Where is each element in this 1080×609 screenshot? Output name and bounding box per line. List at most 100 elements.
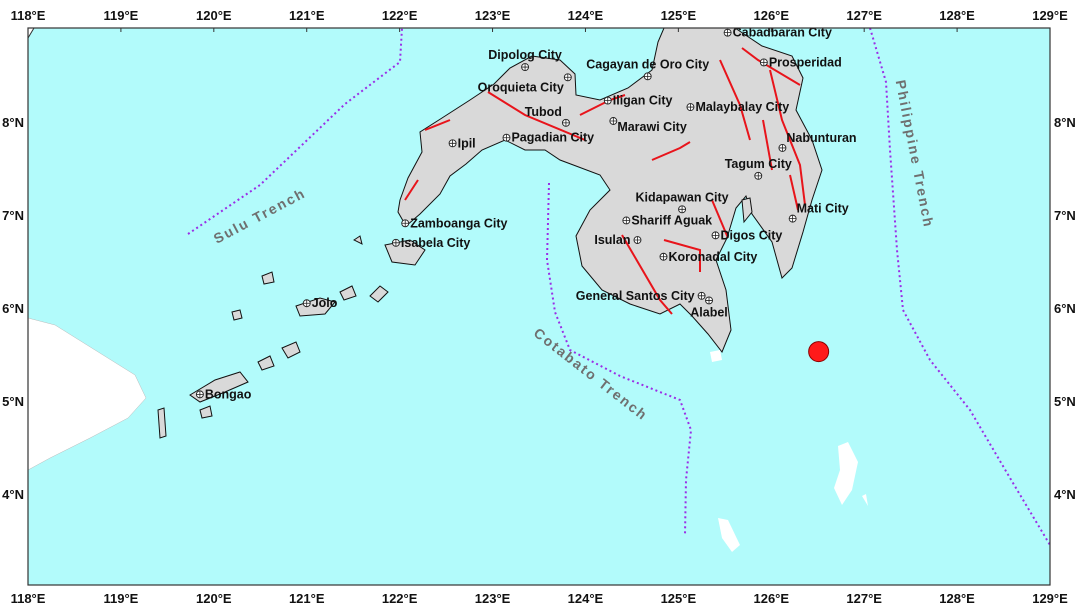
city-label: Iligan City bbox=[613, 94, 673, 108]
city-zamboanga-city: Zamboanga City bbox=[401, 216, 507, 230]
city-label: Nabunturan bbox=[786, 131, 856, 145]
southern-islands bbox=[710, 350, 868, 552]
city-marker-icon bbox=[778, 144, 787, 152]
city-marker-icon bbox=[622, 216, 631, 225]
lon-tick-label-bottom: 127°E bbox=[846, 591, 882, 606]
city-jolo: Jolo bbox=[302, 296, 338, 310]
lon-tick-label-top: 120°E bbox=[196, 8, 232, 23]
city-mati-city: Mati City bbox=[788, 202, 849, 223]
city-label: Kidapawan City bbox=[636, 190, 729, 204]
city-label: Isulan bbox=[594, 233, 630, 247]
city-koronadal-city: Koronadal City bbox=[659, 250, 757, 264]
lat-tick-label-right: 5°N bbox=[1054, 394, 1076, 409]
epicenter bbox=[808, 341, 830, 363]
lon-tick-label-bottom: 129°E bbox=[1032, 591, 1068, 606]
city-nabunturan: Nabunturan bbox=[778, 131, 857, 152]
city-label: Ipil bbox=[458, 136, 476, 150]
city-pagadian-city: Pagadian City bbox=[502, 131, 594, 145]
lat-tick-label-right: 6°N bbox=[1054, 301, 1076, 316]
lon-tick-label-top: 119°E bbox=[103, 8, 138, 23]
lon-tick-label-bottom: 123°E bbox=[475, 591, 511, 606]
samal-island bbox=[741, 197, 753, 224]
lat-tick-label-right: 8°N bbox=[1054, 115, 1076, 130]
city-label: Prosperidad bbox=[769, 55, 842, 69]
city-iligan-city: Iligan City bbox=[603, 94, 673, 108]
lat-tick-label-right: 4°N bbox=[1054, 487, 1076, 502]
city-marker-icon bbox=[705, 296, 713, 305]
lon-tick-label-top: 125°E bbox=[661, 8, 697, 23]
city-marker-icon bbox=[759, 58, 768, 67]
city-tubod: Tubod bbox=[525, 105, 570, 127]
city-malaybalay-city: Malaybalay City bbox=[686, 100, 789, 114]
lon-tick-label-bottom: 122°E bbox=[382, 591, 418, 606]
city-label: Cagayan de Oro City bbox=[586, 57, 709, 71]
trench-lines bbox=[187, 28, 1050, 546]
city-alabel: Alabel bbox=[690, 296, 728, 319]
lat-tick-label-left: 8°N bbox=[2, 115, 24, 130]
city-isulan: Isulan bbox=[594, 233, 642, 247]
lat-tick-label-left: 7°N bbox=[2, 208, 24, 223]
city-marker-icon bbox=[633, 236, 642, 244]
fault-lines bbox=[404, 47, 806, 315]
city-marker-icon bbox=[521, 63, 530, 72]
city-marker-icon bbox=[643, 72, 652, 81]
city-marker-icon bbox=[502, 133, 511, 142]
lon-tick-label-bottom: 118°E bbox=[11, 591, 46, 606]
city-marker-icon bbox=[659, 252, 668, 261]
city-digos-city: Digos City bbox=[711, 228, 782, 242]
city-marker-icon bbox=[401, 219, 410, 228]
sulu-archipelago bbox=[157, 235, 389, 439]
lon-tick-label-top: 121°E bbox=[289, 8, 325, 23]
city-dipolog-city: Dipolog City bbox=[488, 48, 562, 72]
city-ipil: Ipil bbox=[448, 136, 476, 150]
city-label: Mati City bbox=[797, 202, 849, 216]
city-shariff-aguak: Shariff Aguak bbox=[622, 213, 712, 227]
lon-tick-label-top: 126°E bbox=[753, 8, 789, 23]
city-label: Koronadal City bbox=[668, 250, 757, 264]
city-label: Jolo bbox=[312, 296, 338, 310]
city-marker-icon bbox=[391, 238, 400, 247]
city-label: Malaybalay City bbox=[695, 100, 789, 114]
city-marker-icon bbox=[561, 118, 570, 127]
city-cagayan-de-oro-city: Cagayan de Oro City bbox=[586, 57, 709, 81]
city-marker-icon bbox=[754, 171, 763, 180]
city-marker-icon bbox=[697, 291, 706, 300]
lon-tick-label-bottom: 121°E bbox=[289, 591, 325, 606]
city-label: Pagadian City bbox=[511, 131, 594, 145]
city-bongao: Bongao bbox=[195, 387, 252, 401]
mindanao-landmass bbox=[397, 28, 823, 353]
city-label: Alabel bbox=[690, 305, 728, 319]
lon-tick-label-bottom: 125°E bbox=[661, 591, 697, 606]
city-marker-icon bbox=[448, 139, 457, 148]
city-tagum-city: Tagum City bbox=[725, 157, 792, 180]
city-marker-icon bbox=[563, 73, 572, 82]
top-left-land bbox=[28, 28, 35, 39]
city-label: Tagum City bbox=[725, 157, 792, 171]
city-marker-icon bbox=[603, 96, 612, 105]
map-frame bbox=[27, 27, 1051, 586]
city-marker-icon bbox=[302, 299, 311, 308]
lon-tick-label-top: 129°E bbox=[1032, 8, 1068, 23]
lon-tick-label-top: 123°E bbox=[475, 8, 511, 23]
city-label: Tubod bbox=[525, 105, 562, 119]
sulu-trench-line bbox=[187, 28, 403, 235]
lon-tick-label-bottom: 128°E bbox=[939, 591, 975, 606]
lon-tick-label-top: 122°E bbox=[382, 8, 418, 23]
city-marawi-city: Marawi City bbox=[609, 117, 687, 134]
city-label: Shariff Aguak bbox=[631, 213, 712, 227]
lon-tick-label-bottom: 119°E bbox=[103, 591, 138, 606]
city-cabadbaran-city: Cabadbaran City bbox=[723, 28, 832, 40]
lon-tick-label-top: 124°E bbox=[568, 8, 604, 23]
lon-tick-label-top: 118°E bbox=[11, 8, 46, 23]
city-marker-icon bbox=[686, 103, 695, 111]
city-label: Isabela City bbox=[401, 236, 471, 250]
city-isabela-city: Isabela City bbox=[391, 236, 471, 250]
lat-tick-label-right: 7°N bbox=[1054, 208, 1076, 223]
epicenter-icon bbox=[808, 341, 830, 363]
lat-tick-label-left: 4°N bbox=[2, 487, 24, 502]
city-label: Marawi City bbox=[617, 120, 687, 134]
lon-tick-label-bottom: 124°E bbox=[568, 591, 604, 606]
city-marker-icon bbox=[195, 390, 204, 399]
graticule-labels: 118°E 118°E 119°E 119°E 120°E 120°E 121°E 121°E… bbox=[2, 8, 1076, 606]
